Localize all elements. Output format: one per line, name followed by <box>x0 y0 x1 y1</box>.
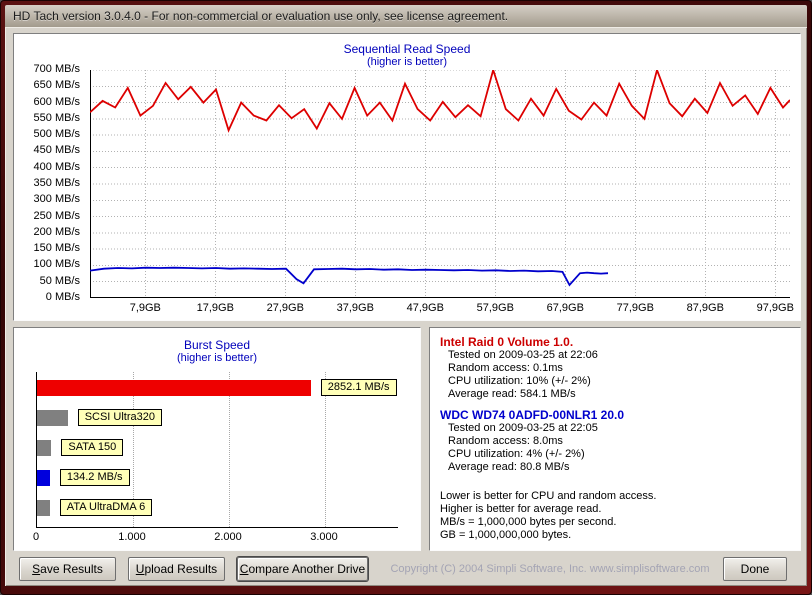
title-bar[interactable]: HD Tach version 3.0.4.0 - For non-commer… <box>5 5 807 27</box>
y-axis-label: 250 MB/s <box>33 209 80 222</box>
drive2-average-read: Average read: 80.8 MB/s <box>448 461 570 473</box>
copyright-text: Copyright (C) 2004 Simpli Software, Inc.… <box>390 563 710 575</box>
drive2-tested: Tested on 2009-03-25 at 22:05 <box>448 422 598 434</box>
y-axis-label: 700 MB/s <box>33 63 80 75</box>
burst-speed-chart: 2852.1 MB/s SCSI Ultra320 SATA 150 134.2 MB… <box>36 372 398 528</box>
x-axis-label: 17,9GB <box>196 302 234 314</box>
note-line: Lower is better for CPU and random acces… <box>440 490 657 502</box>
burst-x-axis-label: 2.000 <box>214 531 242 543</box>
compare-accel: C <box>239 562 249 576</box>
burst-x-axis-label: 1.000 <box>118 531 146 543</box>
burst-bar-label: SATA 150 <box>61 439 124 456</box>
y-axis-label: 350 MB/s <box>33 177 80 189</box>
drive1-average-read: Average read: 584.1 MB/s <box>448 388 576 400</box>
x-axis-label: 7,9GB <box>129 302 161 314</box>
note-line: MB/s = 1,000,000 bytes per second. <box>440 516 617 528</box>
burst-gridline <box>325 372 326 527</box>
y-axis-labels: 0 MB/s 50 MB/s 100 MB/s 150 MB/s 200 MB/s 250… <box>14 63 84 303</box>
y-axis-label: 100 MB/s <box>33 258 80 271</box>
note-line: Higher is better for average read. <box>440 503 602 515</box>
y-axis-label: 50 MB/s <box>39 274 80 287</box>
client-area: Sequential Read Speed (higher is better)… <box>5 27 807 586</box>
sequential-read-plot-svg <box>89 66 791 298</box>
x-axis-label: 97,9GB <box>756 302 794 314</box>
y-axis-label: 550 MB/s <box>33 111 80 124</box>
y-axis-label: 400 MB/s <box>33 160 80 173</box>
y-axis-label: 0 MB/s <box>45 291 80 303</box>
sequential-chart-subtitle: (higher is better) <box>366 56 448 68</box>
done-label: Done <box>740 562 770 576</box>
compare-another-drive-button[interactable]: Compare Another Drive <box>237 557 368 581</box>
compare-label: ompare Another Drive <box>248 562 366 576</box>
drive1-cpu: CPU utilization: 10% (+/- 2%) <box>448 375 591 387</box>
burst-chart-title: Burst Speed <box>183 338 251 352</box>
drive2-name: WDC WD74 0ADFD-00NLR1 20.0 <box>440 408 625 422</box>
upload-results-label: pload Results <box>144 562 218 576</box>
burst-bar <box>37 500 50 516</box>
x-axis-label: 67,9GB <box>546 302 584 314</box>
burst-bar-label: ATA UltraDMA 6 <box>59 499 153 516</box>
drive2-random-access: Random access: 8.0ms <box>448 435 563 447</box>
y-axis-label: 300 MB/s <box>33 193 80 206</box>
sequential-read-chart <box>89 66 791 298</box>
y-axis-label: 600 MB/s <box>33 95 80 108</box>
sequential-chart-title: Sequential Read Speed <box>343 42 471 56</box>
y-axis-label: 450 MB/s <box>33 144 80 157</box>
window-title: HD Tach version 3.0.4.0 - For non-commer… <box>13 9 509 23</box>
drive1-name: Intel Raid 0 Volume 1.0. <box>440 335 574 349</box>
drive1-random-access: Random access: 0.1ms <box>448 362 563 374</box>
x-axis-label: 87,9GB <box>686 302 724 314</box>
drive-info-panel: Intel Raid 0 Volume 1.0. Tested on 2009-… <box>429 327 801 551</box>
y-axis-label: 150 MB/s <box>33 242 80 255</box>
burst-bar-label: SCSI Ultra320 <box>77 409 162 426</box>
y-axis-label: 200 MB/s <box>33 225 80 238</box>
burst-bar <box>37 410 68 426</box>
x-axis-label: 57,9GB <box>476 302 514 314</box>
y-axis-label: 650 MB/s <box>33 79 80 92</box>
burst-gridline <box>229 372 230 527</box>
burst-bar <box>37 380 311 396</box>
y-axis-label: 500 MB/s <box>33 128 80 141</box>
x-axis-label: 37,9GB <box>336 302 374 314</box>
burst-x-axis-label: 0 <box>32 531 40 543</box>
x-axis-label: 47,9GB <box>406 302 444 314</box>
burst-chart-subtitle: (higher is better) <box>176 352 258 364</box>
drive1-tested: Tested on 2009-03-25 at 22:06 <box>448 349 598 361</box>
burst-bar-label: 134.2 MB/s <box>59 469 130 486</box>
x-axis-label: 27,9GB <box>266 302 304 314</box>
note-line: GB = 1,000,000,000 bytes. <box>440 529 572 541</box>
save-results-accel: S <box>32 562 41 576</box>
drive2-cpu: CPU utilization: 4% (+/- 2%) <box>448 448 585 460</box>
x-axis-labels: 7,9GB 17,9GB 27,9GB 37,9GB 47,9GB 57,9GB 67,9G… <box>90 302 794 318</box>
burst-speed-panel: Burst Speed (higher is better) 2852.1 MB… <box>13 327 421 551</box>
burst-x-axis-labels: 0 1.000 2.000 3.000 <box>33 531 398 545</box>
upload-results-button[interactable]: Upload Results <box>128 557 225 581</box>
save-results-label: ave Results <box>40 562 103 576</box>
upload-results-accel: U <box>135 562 145 576</box>
save-results-button[interactable]: Save Results <box>19 557 116 581</box>
burst-bar-label: 2852.1 MB/s <box>320 379 397 396</box>
burst-x-axis-label: 3.000 <box>310 531 338 543</box>
done-button[interactable]: Done <box>723 557 787 581</box>
x-axis-label: 77,9GB <box>616 302 654 314</box>
series-line <box>89 266 609 287</box>
burst-bar <box>37 470 50 486</box>
sequential-read-panel: Sequential Read Speed (higher is better)… <box>13 33 801 321</box>
series-line <box>89 66 791 133</box>
burst-bar <box>37 440 52 456</box>
burst-gridline <box>133 372 134 527</box>
